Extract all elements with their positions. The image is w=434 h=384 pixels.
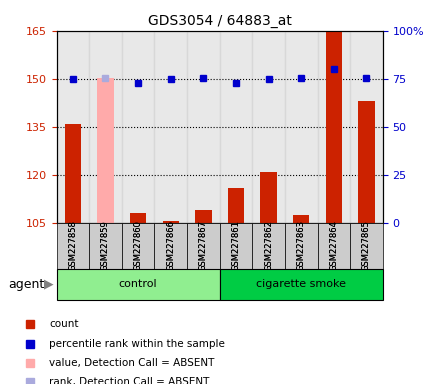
Bar: [349, 31, 382, 223]
FancyBboxPatch shape: [187, 223, 219, 269]
Text: agent: agent: [9, 278, 45, 291]
Bar: [56, 31, 89, 223]
FancyBboxPatch shape: [56, 269, 219, 300]
Text: GSM227863: GSM227863: [296, 220, 305, 271]
Bar: [97, 78, 113, 223]
Text: GSM227860: GSM227860: [133, 220, 142, 271]
Bar: [122, 31, 154, 223]
Text: GSM227866: GSM227866: [166, 220, 175, 271]
FancyBboxPatch shape: [154, 223, 187, 269]
FancyBboxPatch shape: [89, 223, 122, 269]
Text: GSM227859: GSM227859: [101, 220, 110, 271]
FancyBboxPatch shape: [252, 223, 284, 269]
Text: GSM227864: GSM227864: [329, 220, 338, 271]
Bar: [154, 31, 187, 223]
Text: GSM227861: GSM227861: [231, 220, 240, 271]
Text: GSM227866: GSM227866: [166, 220, 175, 271]
Bar: [293, 215, 309, 223]
Text: count: count: [49, 319, 79, 329]
Bar: [284, 31, 317, 223]
FancyBboxPatch shape: [317, 223, 349, 269]
Bar: [219, 31, 252, 223]
Text: GSM227858: GSM227858: [68, 220, 77, 271]
Text: GSM227858: GSM227858: [68, 220, 77, 271]
Text: GSM227864: GSM227864: [329, 220, 338, 271]
Text: ▶: ▶: [43, 278, 53, 291]
Bar: [227, 187, 243, 223]
Text: GSM227862: GSM227862: [263, 220, 273, 271]
Text: percentile rank within the sample: percentile rank within the sample: [49, 339, 224, 349]
Text: GSM227861: GSM227861: [231, 220, 240, 271]
Text: rank, Detection Call = ABSENT: rank, Detection Call = ABSENT: [49, 377, 209, 384]
Bar: [252, 31, 284, 223]
Text: GSM227863: GSM227863: [296, 220, 305, 271]
Bar: [325, 31, 341, 223]
Bar: [317, 31, 349, 223]
Bar: [162, 221, 178, 223]
Bar: [358, 101, 374, 223]
Text: GSM227859: GSM227859: [101, 220, 110, 271]
FancyBboxPatch shape: [349, 223, 382, 269]
Bar: [195, 210, 211, 223]
Text: GSM227867: GSM227867: [198, 220, 207, 271]
FancyBboxPatch shape: [284, 223, 317, 269]
Text: cigarette smoke: cigarette smoke: [256, 279, 345, 289]
Bar: [130, 213, 146, 223]
Title: GDS3054 / 64883_at: GDS3054 / 64883_at: [148, 14, 291, 28]
FancyBboxPatch shape: [219, 269, 382, 300]
Text: GSM227865: GSM227865: [361, 220, 370, 271]
Text: GSM227865: GSM227865: [361, 220, 370, 271]
FancyBboxPatch shape: [122, 223, 154, 269]
FancyBboxPatch shape: [56, 223, 89, 269]
Bar: [65, 124, 81, 223]
Bar: [89, 31, 122, 223]
Bar: [260, 172, 276, 223]
Bar: [187, 31, 219, 223]
Text: value, Detection Call = ABSENT: value, Detection Call = ABSENT: [49, 358, 214, 368]
FancyBboxPatch shape: [219, 223, 252, 269]
Text: GSM227860: GSM227860: [133, 220, 142, 271]
Text: control: control: [118, 279, 157, 289]
Text: GSM227862: GSM227862: [263, 220, 273, 271]
Text: GSM227867: GSM227867: [198, 220, 207, 271]
